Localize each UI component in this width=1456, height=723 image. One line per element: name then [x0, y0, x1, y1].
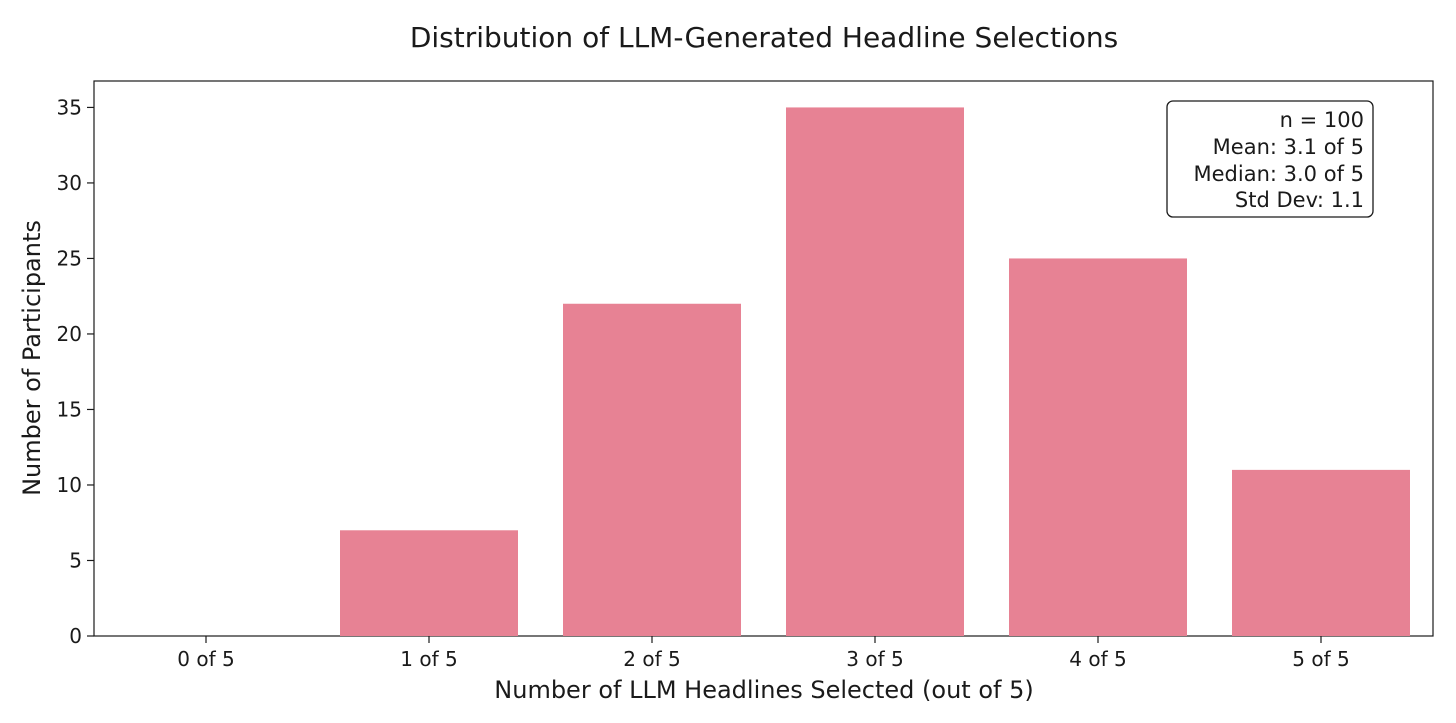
- y-tick-label: 5: [69, 548, 82, 572]
- stats-median: Median: 3.0 of 5: [1194, 162, 1364, 186]
- y-axis-label: Number of Participants: [18, 220, 46, 496]
- plot-frame: [93, 80, 1434, 637]
- bar-5-of-5: [1232, 469, 1410, 636]
- y-tick-label: 20: [57, 322, 82, 346]
- x-tick-label: 5 of 5: [1292, 647, 1349, 671]
- y-tick-label: 25: [57, 246, 82, 270]
- stats-box: n = 100 Mean: 3.1 of 5 Median: 3.0 of 5 …: [1166, 100, 1374, 218]
- stats-box-frame: [1166, 100, 1374, 218]
- y-axis: 0 5 10 15 20 25 30 35: [57, 95, 94, 648]
- x-tick-label: 0 of 5: [177, 647, 234, 671]
- plot-area: 0 5 10 15 20 25 30 35 0 of 5 1 of 5 2 of 5 3 of 5 4…: [57, 80, 1434, 671]
- y-tick-label: 30: [57, 171, 82, 195]
- stats-std-dev: Std Dev: 1.1: [1235, 188, 1364, 212]
- bar-1-of-5: [340, 530, 518, 636]
- x-tick-label: 2 of 5: [623, 647, 680, 671]
- x-tick-label: 4 of 5: [1069, 647, 1126, 671]
- x-axis-label: Number of LLM Headlines Selected (out of…: [494, 676, 1033, 704]
- x-tick-label: 3 of 5: [846, 647, 903, 671]
- x-tick-label: 1 of 5: [400, 647, 457, 671]
- bar-3-of-5: [786, 107, 964, 636]
- stats-mean: Mean: 3.1 of 5: [1213, 135, 1364, 159]
- y-tick-label: 0: [69, 624, 82, 648]
- bars: [340, 107, 1410, 636]
- y-tick-label: 35: [57, 95, 82, 119]
- y-tick-label: 10: [57, 473, 82, 497]
- y-tick-label: 15: [57, 397, 82, 421]
- bar-2-of-5: [563, 303, 741, 636]
- chart-title: Distribution of LLM-Generated Headline S…: [410, 21, 1118, 54]
- stats-sample-size: n = 100: [1280, 108, 1364, 132]
- bar-4-of-5: [1009, 258, 1187, 636]
- x-axis: 0 of 5 1 of 5 2 of 5 3 of 5 4 of 5 5 of 5: [177, 636, 1350, 671]
